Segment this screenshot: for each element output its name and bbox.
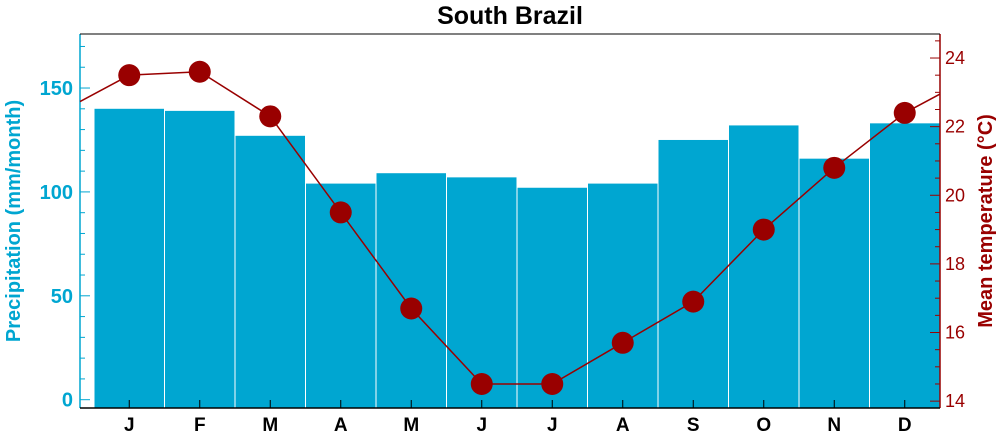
bar xyxy=(799,158,869,408)
y-tick-label-right: 16 xyxy=(945,323,965,343)
x-tick-label: N xyxy=(827,415,841,435)
temperature-series xyxy=(79,60,941,395)
x-tick-label: A xyxy=(334,415,348,435)
bar xyxy=(235,135,305,409)
temperature-point xyxy=(470,372,493,395)
y-tick-label-right: 18 xyxy=(945,254,965,274)
y-axis-right-label: Mean temperature (°C) xyxy=(975,114,997,328)
temperature-point xyxy=(400,297,423,320)
temperature-point xyxy=(541,372,564,395)
y-tick-label-left: 150 xyxy=(40,78,73,100)
temperature-point xyxy=(188,60,211,83)
y-tick-label-left: 50 xyxy=(51,286,73,308)
temperature-point xyxy=(752,218,775,241)
temperature-line xyxy=(79,70,941,385)
bar xyxy=(870,123,940,408)
y-tick-label-right: 20 xyxy=(945,185,965,205)
bar xyxy=(729,125,799,408)
bar xyxy=(376,173,446,408)
x-tick-label: D xyxy=(898,415,912,435)
x-tick-label: A xyxy=(616,415,630,435)
y-tick-label-right: 22 xyxy=(945,117,965,137)
y-tick-label-right: 24 xyxy=(945,48,965,68)
x-tick-label: M xyxy=(262,415,278,435)
x-tick-label: J xyxy=(124,415,135,435)
y-axis-right: 14 16 18 20 22 24 xyxy=(930,40,965,411)
x-tick-label: S xyxy=(687,415,700,435)
x-tick-label: J xyxy=(547,415,558,435)
temperature-point xyxy=(682,290,705,313)
temperature-point xyxy=(893,101,916,124)
bars xyxy=(94,108,940,409)
temperature-point xyxy=(329,201,352,224)
x-tick-label: M xyxy=(403,415,419,435)
bar xyxy=(658,139,728,408)
y-tick-label-left: 0 xyxy=(62,390,73,412)
bar xyxy=(165,110,235,408)
temperature-point xyxy=(118,64,141,87)
y-axis-left: 0 50 100 150 xyxy=(40,45,90,412)
bar xyxy=(588,183,658,408)
plot-frame xyxy=(79,33,941,409)
temperature-point xyxy=(259,105,282,128)
chart-title: South Brazil xyxy=(437,2,583,30)
y-tick-label-left: 100 xyxy=(40,182,73,204)
bar xyxy=(94,108,164,409)
bar xyxy=(447,177,517,408)
y-axis-left-label: Precipitation (mm/month) xyxy=(3,100,25,342)
x-tick-label: O xyxy=(756,415,771,435)
x-tick-label: J xyxy=(476,415,487,435)
x-tick-label: F xyxy=(194,415,206,435)
temperature-point xyxy=(823,156,846,179)
y-tick-label-right: 14 xyxy=(945,391,965,411)
temperature-point xyxy=(611,331,634,354)
